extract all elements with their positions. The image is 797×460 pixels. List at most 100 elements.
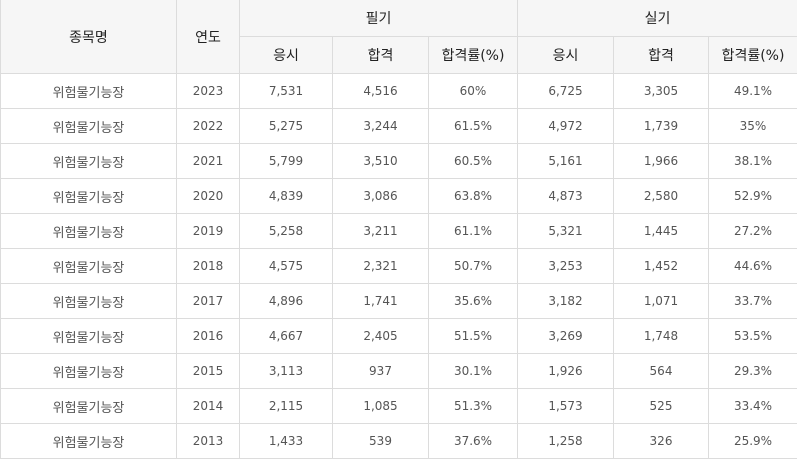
- cell-written-passed: 3,211: [332, 213, 429, 249]
- cell-practical-applicants: 4,972: [517, 108, 614, 144]
- cell-practical-applicants: 3,269: [517, 318, 614, 354]
- table-row: 위험물기능장 2019 5,258 3,211 61.1% 5,321 1,445 27.2%: [0, 213, 797, 249]
- cell-name: 위험물기능장: [0, 213, 177, 249]
- cell-practical-pass-rate: 44.6%: [708, 248, 797, 284]
- cell-year: 2020: [176, 178, 240, 214]
- cell-practical-passed: 1,445: [613, 213, 709, 249]
- header-written-applicants: 응시: [239, 36, 333, 74]
- cell-written-pass-rate: 60.5%: [428, 143, 518, 179]
- cell-written-applicants: 5,799: [239, 143, 333, 179]
- cell-written-passed: 1,085: [332, 388, 429, 424]
- cell-practical-pass-rate: 27.2%: [708, 213, 797, 249]
- cell-name: 위험물기능장: [0, 178, 177, 214]
- header-written-pass-rate: 합격률(%): [428, 36, 518, 74]
- cell-practical-pass-rate: 53.5%: [708, 318, 797, 354]
- cell-written-passed: 539: [332, 423, 429, 459]
- cell-practical-applicants: 3,253: [517, 248, 614, 284]
- cell-name: 위험물기능장: [0, 353, 177, 389]
- cell-year: 2016: [176, 318, 240, 354]
- cell-written-applicants: 5,258: [239, 213, 333, 249]
- header-practical-passed: 합격: [613, 36, 709, 74]
- cell-practical-passed: 1,739: [613, 108, 709, 144]
- cell-written-pass-rate: 60%: [428, 73, 518, 109]
- cell-written-applicants: 4,839: [239, 178, 333, 214]
- cell-practical-applicants: 6,725: [517, 73, 614, 109]
- table-row: 위험물기능장 2013 1,433 539 37.6% 1,258 326 25.9%: [0, 423, 797, 459]
- cell-written-passed: 2,321: [332, 248, 429, 284]
- cell-written-passed: 3,510: [332, 143, 429, 179]
- cell-practical-passed: 2,580: [613, 178, 709, 214]
- cell-year: 2018: [176, 248, 240, 284]
- cell-practical-pass-rate: 33.4%: [708, 388, 797, 424]
- cell-written-pass-rate: 35.6%: [428, 283, 518, 319]
- table-row: 위험물기능장 2022 5,275 3,244 61.5% 4,972 1,739 35%: [0, 108, 797, 144]
- cell-written-pass-rate: 61.1%: [428, 213, 518, 249]
- cell-written-applicants: 2,115: [239, 388, 333, 424]
- cell-year: 2023: [176, 73, 240, 109]
- cell-written-pass-rate: 51.3%: [428, 388, 518, 424]
- header-row-sub: 응시 합격 합격률(%) 응시 합격 합격률(%): [1, 36, 797, 74]
- cell-written-pass-rate: 63.8%: [428, 178, 518, 214]
- cell-written-pass-rate: 61.5%: [428, 108, 518, 144]
- header-written-passed: 합격: [332, 36, 429, 74]
- header-name: 종목명: [0, 0, 177, 74]
- header-written: 필기: [239, 0, 518, 37]
- table-row: 위험물기능장 2016 4,667 2,405 51.5% 3,269 1,748 53.5%: [0, 318, 797, 354]
- cell-name: 위험물기능장: [0, 73, 177, 109]
- cell-practical-pass-rate: 52.9%: [708, 178, 797, 214]
- cell-written-pass-rate: 37.6%: [428, 423, 518, 459]
- cell-written-applicants: 4,896: [239, 283, 333, 319]
- cell-name: 위험물기능장: [0, 283, 177, 319]
- table-row: 위험물기능장 2018 4,575 2,321 50.7% 3,253 1,452 44.6%: [0, 248, 797, 284]
- cell-written-applicants: 7,531: [239, 73, 333, 109]
- cell-name: 위험물기능장: [0, 318, 177, 354]
- cell-name: 위험물기능장: [0, 248, 177, 284]
- cell-practical-pass-rate: 33.7%: [708, 283, 797, 319]
- cell-practical-applicants: 1,258: [517, 423, 614, 459]
- table-row: 위험물기능장 2021 5,799 3,510 60.5% 5,161 1,966 38.1%: [0, 143, 797, 179]
- cell-name: 위험물기능장: [0, 143, 177, 179]
- cell-year: 2014: [176, 388, 240, 424]
- cell-written-passed: 3,086: [332, 178, 429, 214]
- cell-year: 2019: [176, 213, 240, 249]
- cell-written-pass-rate: 30.1%: [428, 353, 518, 389]
- cell-name: 위험물기능장: [0, 423, 177, 459]
- cell-written-pass-rate: 50.7%: [428, 248, 518, 284]
- cell-practical-pass-rate: 38.1%: [708, 143, 797, 179]
- cell-practical-passed: 326: [613, 423, 709, 459]
- cell-written-applicants: 1,433: [239, 423, 333, 459]
- header-practical-applicants: 응시: [517, 36, 614, 74]
- cell-practical-pass-rate: 29.3%: [708, 353, 797, 389]
- cell-written-passed: 937: [332, 353, 429, 389]
- cell-year: 2017: [176, 283, 240, 319]
- cell-written-applicants: 4,575: [239, 248, 333, 284]
- cell-practical-pass-rate: 35%: [708, 108, 797, 144]
- cell-practical-passed: 3,305: [613, 73, 709, 109]
- table-row: 위험물기능장 2020 4,839 3,086 63.8% 4,873 2,580 52.9%: [0, 178, 797, 214]
- cell-written-pass-rate: 51.5%: [428, 318, 518, 354]
- cell-written-passed: 4,516: [332, 73, 429, 109]
- header-practical: 실기: [517, 0, 797, 37]
- cell-practical-applicants: 1,573: [517, 388, 614, 424]
- cell-practical-passed: 525: [613, 388, 709, 424]
- header-year: 연도: [176, 0, 240, 74]
- cell-year: 2022: [176, 108, 240, 144]
- cell-year: 2015: [176, 353, 240, 389]
- cell-practical-applicants: 5,161: [517, 143, 614, 179]
- cell-written-passed: 2,405: [332, 318, 429, 354]
- header-row-main: 종목명 연도 필기 실기: [0, 0, 797, 74]
- cell-practical-pass-rate: 49.1%: [708, 73, 797, 109]
- table-row: 위험물기능장 2023 7,531 4,516 60% 6,725 3,305 49.1%: [0, 73, 797, 109]
- cell-year: 2021: [176, 143, 240, 179]
- cell-practical-passed: 1,452: [613, 248, 709, 284]
- cell-practical-passed: 564: [613, 353, 709, 389]
- cell-practical-applicants: 3,182: [517, 283, 614, 319]
- cell-practical-passed: 1,966: [613, 143, 709, 179]
- cell-year: 2013: [176, 423, 240, 459]
- table-body: 위험물기능장 2023 7,531 4,516 60% 6,725 3,305 49.1% 위험…: [0, 73, 797, 459]
- cell-written-applicants: 5,275: [239, 108, 333, 144]
- cell-practical-applicants: 4,873: [517, 178, 614, 214]
- cell-written-applicants: 4,667: [239, 318, 333, 354]
- cell-practical-passed: 1,748: [613, 318, 709, 354]
